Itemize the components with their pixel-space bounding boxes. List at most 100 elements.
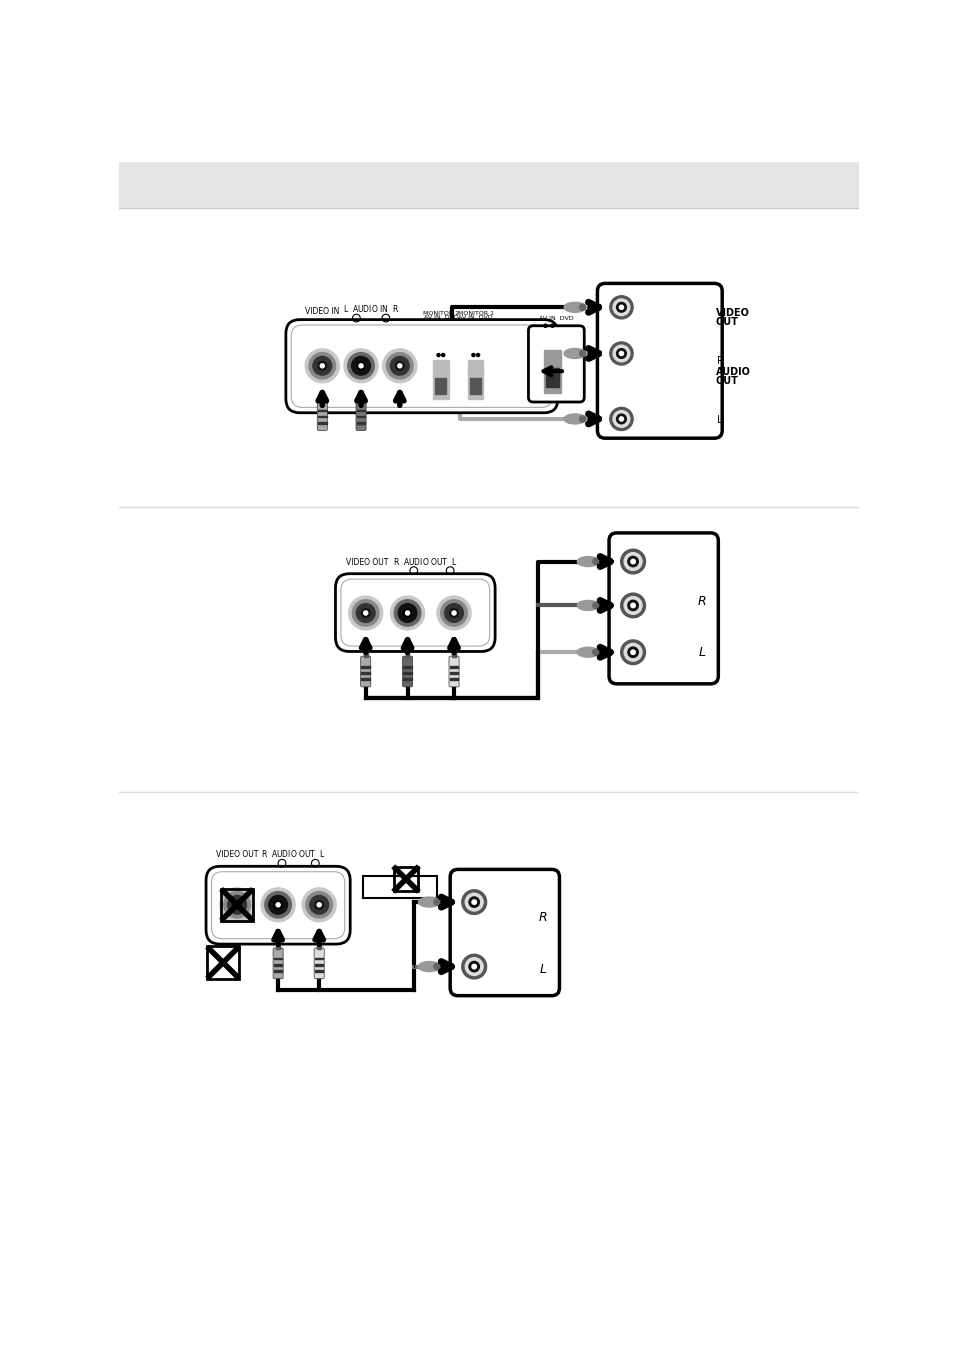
Circle shape	[441, 353, 444, 357]
Circle shape	[405, 611, 409, 615]
Bar	[314, 964, 323, 965]
Circle shape	[302, 888, 335, 922]
Circle shape	[403, 609, 412, 617]
Circle shape	[449, 609, 457, 617]
Circle shape	[261, 888, 294, 922]
Circle shape	[592, 650, 598, 655]
FancyBboxPatch shape	[360, 656, 371, 687]
Circle shape	[305, 349, 339, 383]
Bar	[363, 876, 436, 898]
Text: AV IN  DVD: AV IN DVD	[423, 314, 457, 319]
Bar	[403, 666, 412, 667]
Bar	[317, 417, 326, 418]
Circle shape	[469, 896, 479, 907]
Text: R: R	[538, 911, 547, 925]
Circle shape	[618, 305, 623, 310]
Circle shape	[356, 604, 375, 623]
FancyBboxPatch shape	[317, 400, 327, 430]
FancyBboxPatch shape	[528, 326, 583, 402]
Circle shape	[444, 604, 463, 623]
Bar	[586, 352, 592, 355]
Text: VIDEO OUT: VIDEO OUT	[215, 851, 258, 860]
Circle shape	[274, 900, 282, 909]
Ellipse shape	[577, 647, 598, 658]
Bar	[449, 678, 457, 679]
Circle shape	[265, 891, 291, 918]
Bar	[320, 395, 324, 400]
Circle shape	[309, 353, 335, 379]
Circle shape	[390, 596, 424, 630]
Bar	[405, 651, 409, 656]
Bar	[274, 964, 282, 965]
Circle shape	[314, 900, 323, 909]
Text: L: L	[698, 646, 705, 659]
Circle shape	[613, 411, 629, 427]
Circle shape	[361, 609, 370, 617]
Circle shape	[436, 353, 439, 357]
Text: VIDEO: VIDEO	[716, 307, 749, 318]
Circle shape	[630, 650, 635, 655]
Circle shape	[352, 356, 370, 375]
Circle shape	[623, 597, 641, 615]
Bar	[207, 946, 239, 979]
Bar	[314, 958, 323, 960]
Bar	[361, 666, 370, 667]
Circle shape	[620, 640, 645, 665]
Circle shape	[550, 325, 554, 328]
Ellipse shape	[577, 600, 598, 611]
Circle shape	[623, 643, 641, 661]
Circle shape	[348, 596, 382, 630]
Circle shape	[382, 349, 416, 383]
Text: VIDEO IN: VIDEO IN	[305, 307, 339, 315]
Text: $\mathsf{R}$  AUDIO OUT  $\mathsf{L}$: $\mathsf{R}$ AUDIO OUT $\mathsf{L}$	[261, 848, 326, 860]
Ellipse shape	[563, 414, 585, 423]
Bar	[356, 417, 365, 418]
Circle shape	[306, 891, 333, 918]
Circle shape	[618, 352, 623, 356]
Text: VIDEO OUT: VIDEO OUT	[346, 558, 388, 566]
Bar	[403, 678, 412, 679]
FancyBboxPatch shape	[291, 325, 552, 407]
FancyBboxPatch shape	[402, 656, 412, 687]
Text: AUDIO: AUDIO	[716, 367, 750, 377]
Text: OUT: OUT	[716, 317, 739, 328]
Circle shape	[630, 603, 635, 608]
Circle shape	[320, 364, 324, 368]
Circle shape	[472, 353, 475, 357]
Circle shape	[397, 604, 416, 623]
Text: MONITOR 2: MONITOR 2	[422, 311, 458, 315]
Circle shape	[592, 603, 598, 608]
Circle shape	[613, 345, 629, 361]
Circle shape	[348, 353, 374, 379]
FancyBboxPatch shape	[450, 869, 558, 996]
Bar	[276, 944, 280, 949]
Bar	[543, 350, 560, 392]
Circle shape	[461, 954, 486, 979]
Circle shape	[616, 349, 626, 359]
Circle shape	[579, 417, 585, 422]
Circle shape	[579, 305, 585, 310]
Bar	[361, 673, 370, 674]
Circle shape	[627, 600, 638, 611]
Bar	[470, 379, 480, 394]
Circle shape	[620, 549, 645, 574]
Text: AV IN  DVD: AV IN DVD	[538, 317, 573, 321]
Circle shape	[224, 891, 250, 918]
Bar	[435, 379, 446, 394]
Bar	[394, 867, 418, 891]
Bar	[220, 888, 253, 921]
Circle shape	[397, 364, 401, 368]
Circle shape	[579, 350, 585, 357]
Circle shape	[609, 342, 633, 365]
Bar	[274, 971, 282, 972]
Circle shape	[472, 964, 476, 969]
Text: $\mathsf{R}$  AUDIO OUT  $\mathsf{L}$: $\mathsf{R}$ AUDIO OUT $\mathsf{L}$	[393, 555, 457, 566]
Circle shape	[310, 895, 328, 914]
Circle shape	[228, 895, 246, 914]
FancyBboxPatch shape	[206, 867, 350, 944]
Circle shape	[609, 407, 633, 430]
Circle shape	[543, 325, 546, 328]
Circle shape	[363, 611, 367, 615]
Circle shape	[620, 593, 645, 617]
Circle shape	[220, 888, 253, 922]
